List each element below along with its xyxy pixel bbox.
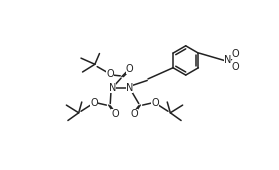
Text: N: N [109,83,116,93]
Text: O: O [111,109,119,119]
Text: N: N [223,55,231,65]
Text: O: O [126,64,133,74]
Text: O: O [107,69,114,79]
Text: N: N [126,83,133,93]
Text: O: O [231,49,239,59]
Text: O: O [90,98,98,108]
Text: O: O [231,62,239,72]
Text: O: O [151,98,159,108]
Text: O: O [130,109,138,119]
